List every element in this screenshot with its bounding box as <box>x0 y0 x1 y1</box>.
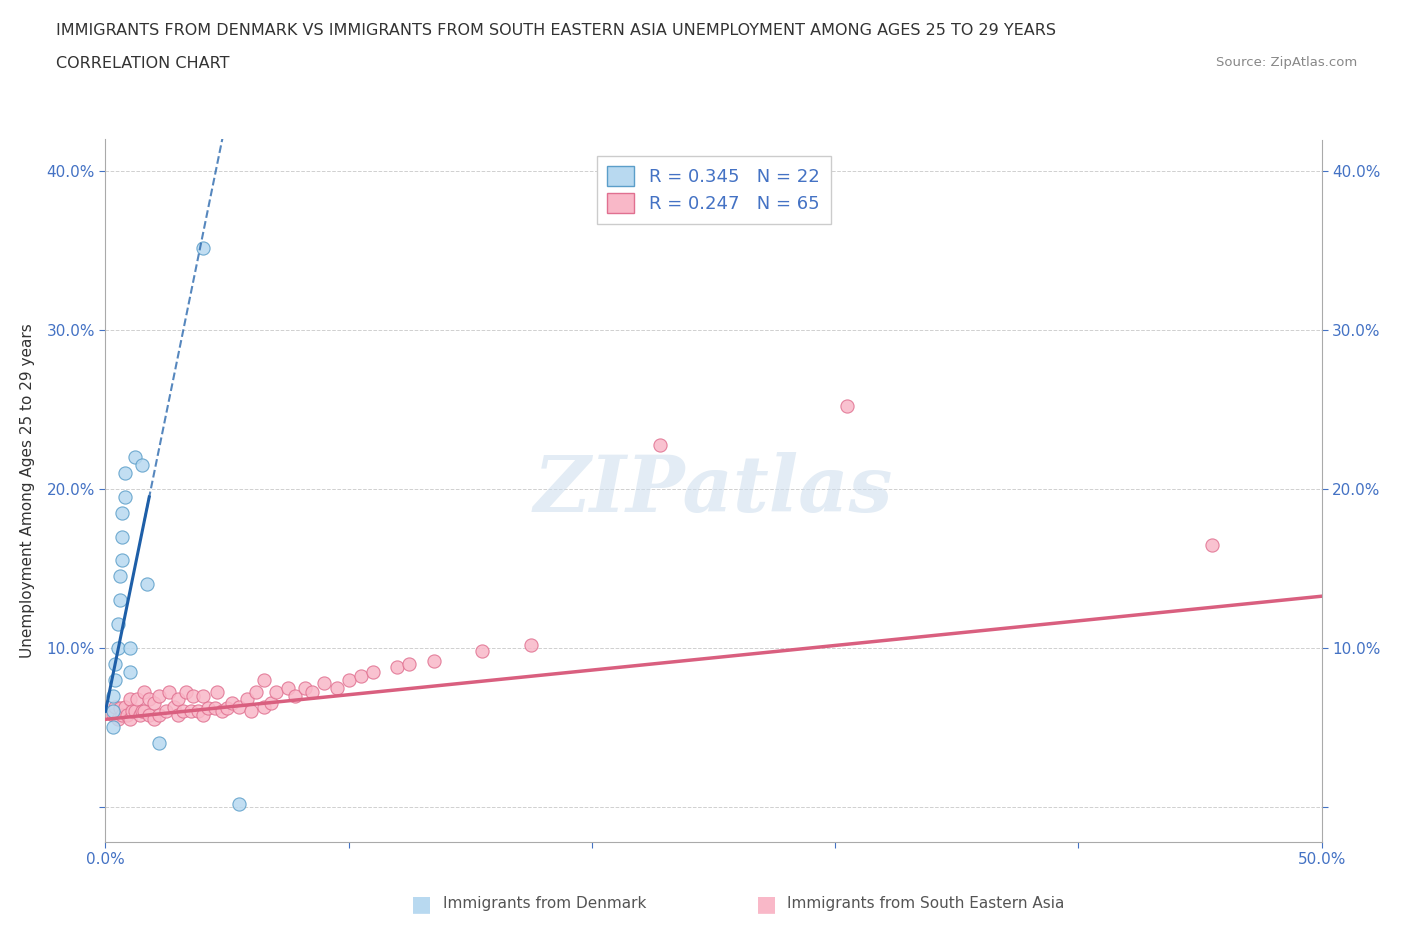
Point <box>125 691 148 706</box>
Point <box>118 641 141 656</box>
Point <box>398 657 420 671</box>
Point <box>361 664 384 679</box>
Point <box>221 696 243 711</box>
Point <box>217 701 239 716</box>
Point <box>148 688 170 703</box>
Text: Source: ZipAtlas.com: Source: ZipAtlas.com <box>1216 56 1357 69</box>
Point <box>520 637 543 652</box>
Point <box>107 711 129 726</box>
Point <box>197 701 219 716</box>
Point <box>111 505 134 520</box>
Point <box>114 489 136 504</box>
Point <box>191 240 214 255</box>
Point <box>240 704 263 719</box>
Point <box>131 704 153 719</box>
Point <box>108 592 131 607</box>
Text: CORRELATION CHART: CORRELATION CHART <box>56 56 229 71</box>
Point <box>167 691 190 706</box>
Point <box>167 707 190 722</box>
Point <box>252 699 274 714</box>
Point <box>101 704 124 719</box>
Point <box>104 672 127 687</box>
Point <box>107 617 129 631</box>
Point <box>131 458 153 472</box>
Point <box>114 466 136 481</box>
Point <box>111 553 134 568</box>
Text: ZIPatlas: ZIPatlas <box>534 452 893 529</box>
Point <box>148 707 170 722</box>
Point <box>235 691 257 706</box>
Point <box>314 675 336 690</box>
Point <box>148 736 170 751</box>
Point <box>124 704 146 719</box>
Point <box>228 699 250 714</box>
Point <box>138 691 160 706</box>
Point <box>284 688 307 703</box>
Point <box>207 684 229 699</box>
Point <box>143 711 166 726</box>
Point <box>837 399 859 414</box>
Point <box>245 684 267 699</box>
Point <box>111 529 134 544</box>
Point <box>350 669 373 684</box>
Point <box>104 657 127 671</box>
Point <box>104 699 127 714</box>
Point <box>118 711 141 726</box>
Point <box>172 704 194 719</box>
Point <box>191 707 214 722</box>
Text: Immigrants from South Eastern Asia: Immigrants from South Eastern Asia <box>787 897 1064 911</box>
Text: Immigrants from Denmark: Immigrants from Denmark <box>443 897 647 911</box>
Point <box>101 707 124 722</box>
Point <box>134 704 156 719</box>
Point <box>648 437 671 452</box>
Point <box>181 688 204 703</box>
Point <box>155 704 177 719</box>
Point <box>174 684 197 699</box>
Point <box>387 659 409 674</box>
Point <box>252 672 274 687</box>
Point <box>128 707 150 722</box>
Point <box>204 701 226 716</box>
Point <box>264 684 287 699</box>
Point <box>180 704 202 719</box>
Point <box>124 450 146 465</box>
Text: IMMIGRANTS FROM DENMARK VS IMMIGRANTS FROM SOUTH EASTERN ASIA UNEMPLOYMENT AMONG: IMMIGRANTS FROM DENMARK VS IMMIGRANTS FR… <box>56 23 1056 38</box>
Point <box>108 569 131 584</box>
Point <box>101 688 124 703</box>
Point <box>111 707 134 722</box>
Point <box>211 704 233 719</box>
Point <box>121 704 143 719</box>
Point <box>107 641 129 656</box>
Point <box>117 707 139 722</box>
Point <box>294 680 316 695</box>
Point <box>135 577 157 591</box>
Point <box>143 696 166 711</box>
Text: ■: ■ <box>756 894 776 914</box>
Point <box>138 707 160 722</box>
Point <box>134 684 156 699</box>
Text: ■: ■ <box>412 894 432 914</box>
Point <box>108 701 131 716</box>
Point <box>277 680 299 695</box>
Point <box>118 691 141 706</box>
Point <box>325 680 347 695</box>
Point <box>337 672 360 687</box>
Legend: R = 0.345   N = 22, R = 0.247   N = 65: R = 0.345 N = 22, R = 0.247 N = 65 <box>596 155 831 224</box>
Point <box>228 796 250 811</box>
Y-axis label: Unemployment Among Ages 25 to 29 years: Unemployment Among Ages 25 to 29 years <box>21 324 35 658</box>
Point <box>1201 538 1223 552</box>
Point <box>187 704 209 719</box>
Point <box>423 653 446 668</box>
Point <box>260 696 283 711</box>
Point <box>118 664 141 679</box>
Point <box>114 699 136 714</box>
Point <box>101 720 124 735</box>
Point <box>157 684 180 699</box>
Point <box>162 699 184 714</box>
Point <box>191 688 214 703</box>
Point <box>471 644 494 658</box>
Point <box>301 684 323 699</box>
